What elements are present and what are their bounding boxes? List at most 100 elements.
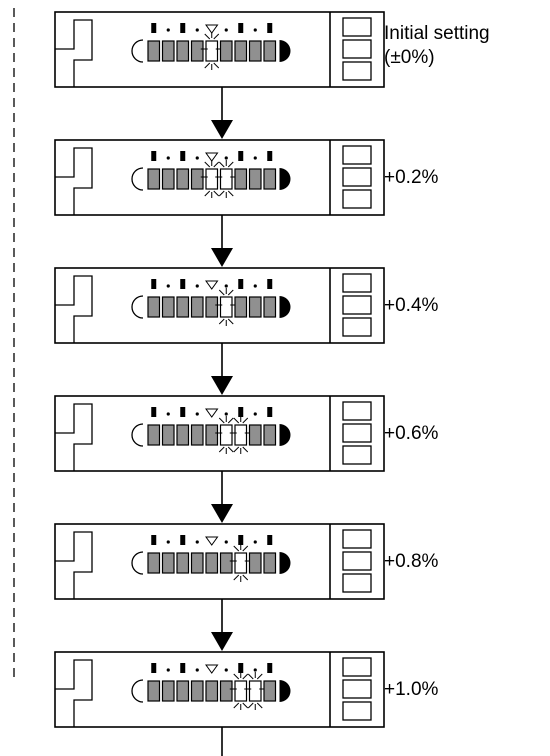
panel-button — [342, 39, 372, 59]
bar-segment — [205, 680, 219, 702]
tick-dot-marker — [253, 540, 257, 544]
tick-dot-marker — [195, 668, 199, 672]
panel-button — [342, 61, 372, 81]
panel-notch — [55, 275, 93, 343]
tick-dot-marker — [195, 412, 199, 416]
bar-segment — [176, 680, 190, 702]
bar-segment — [147, 424, 161, 446]
sparkle-ray — [204, 161, 211, 168]
step-label: +1.0% — [384, 678, 438, 702]
sparkle-ray — [204, 62, 211, 69]
bar-segment — [161, 680, 175, 702]
bar-segment — [234, 168, 248, 190]
bar-segment — [234, 680, 248, 702]
bar-segment — [176, 296, 190, 318]
sparkle-ray — [227, 190, 234, 197]
filled-indicator — [279, 168, 291, 190]
tick-bar-marker — [180, 23, 186, 33]
bar-segment — [248, 680, 262, 702]
tick-dot-marker — [166, 540, 170, 544]
display-panel — [54, 651, 385, 728]
bar-segment — [248, 168, 262, 190]
sparkle-ray — [204, 190, 211, 197]
sparkle-ray — [227, 446, 234, 453]
bar-segment — [248, 552, 262, 574]
panel-frame — [54, 523, 385, 600]
panel-button — [342, 423, 372, 443]
open-indicator — [131, 679, 144, 703]
bar-segment — [219, 40, 233, 62]
tick-dot-marker — [224, 412, 228, 416]
bar-segment — [205, 424, 219, 446]
tick-dot-marker — [195, 284, 199, 288]
tick-bar-marker — [238, 23, 244, 33]
bar-segment — [176, 40, 190, 62]
step-label: +0.8% — [384, 550, 438, 574]
center-triangle-marker — [205, 24, 219, 34]
panel-frame — [54, 651, 385, 728]
sparkle-ray — [227, 289, 234, 296]
tick-bar-marker — [267, 23, 273, 33]
tick-dot-marker — [253, 668, 257, 672]
sparkle-ray — [213, 33, 220, 40]
sparkle-ray — [218, 190, 225, 197]
flow-arrow-head — [211, 120, 233, 139]
tick-bar-marker — [180, 279, 186, 289]
tick-dot-marker — [166, 156, 170, 160]
sparkle-ray — [218, 318, 225, 325]
panel-button — [342, 273, 372, 293]
bar-segment — [234, 552, 248, 574]
step-label-line1: +0.2% — [384, 167, 439, 188]
sparkle-ray — [233, 673, 240, 680]
bar-segment — [205, 168, 219, 190]
panel-notch — [55, 147, 93, 215]
panel-button — [342, 167, 372, 187]
sparkle-ray — [242, 545, 249, 552]
sparkle-ray — [233, 417, 240, 424]
step-label-line1: Initial setting — [384, 23, 490, 44]
step-label: +0.2% — [384, 166, 438, 190]
display-panel — [54, 139, 385, 216]
sparkle-ray — [242, 417, 249, 424]
sparkle-ray — [242, 446, 249, 453]
bar-segment — [219, 680, 233, 702]
tick-bar-marker — [238, 663, 244, 673]
bar-segment — [234, 296, 248, 318]
tick-dot-marker — [224, 156, 228, 160]
sparkle-ray — [247, 673, 254, 680]
bar-segment — [248, 424, 262, 446]
flow-arrow-head — [211, 504, 233, 523]
panel-notch — [55, 19, 93, 87]
bar-segment — [190, 168, 204, 190]
bar-segment — [190, 296, 204, 318]
bar-segment — [219, 552, 233, 574]
bar-segment — [219, 424, 233, 446]
tick-dot-marker — [253, 412, 257, 416]
flow-arrow-head — [211, 376, 233, 395]
tick-dot-marker — [166, 284, 170, 288]
sparkle-ray — [242, 574, 249, 581]
bar-segment — [263, 552, 277, 574]
sparkle-ray — [218, 161, 225, 168]
sparkle-ray — [233, 446, 240, 453]
panel-button — [342, 189, 372, 209]
bar-segment — [161, 168, 175, 190]
bar-segment — [147, 552, 161, 574]
sparkle-ray — [227, 161, 234, 168]
display-panel — [54, 395, 385, 472]
bar-segment — [248, 40, 262, 62]
bar-segment — [147, 168, 161, 190]
step-label-line1: +0.6% — [384, 423, 439, 444]
bar-segment — [263, 296, 277, 318]
bar-segment — [234, 40, 248, 62]
sparkle-ray — [213, 190, 220, 197]
bar-segment — [190, 552, 204, 574]
bar-segment — [147, 296, 161, 318]
bar-segment — [190, 680, 204, 702]
tick-dot-marker — [224, 540, 228, 544]
tick-bar-marker — [238, 535, 244, 545]
tick-dot-marker — [195, 540, 199, 544]
filled-indicator — [279, 40, 291, 62]
tick-bar-marker — [151, 279, 157, 289]
